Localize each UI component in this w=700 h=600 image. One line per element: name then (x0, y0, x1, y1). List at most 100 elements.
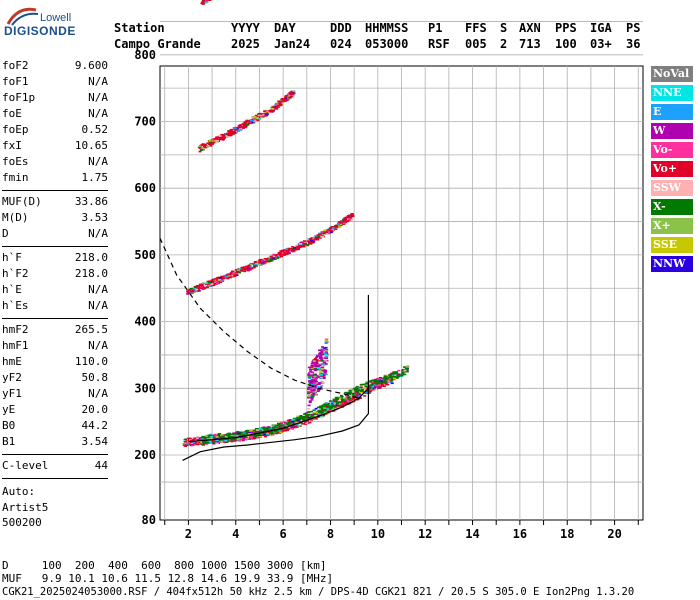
echo-mark-spread-F (319, 374, 323, 376)
echo-mark-3-hop (220, 137, 224, 140)
echo-mark-x-trace (242, 433, 246, 435)
legend-label: W (653, 124, 666, 137)
echo-mark-spread-F (323, 371, 327, 374)
echo-mark-2-hop (307, 242, 311, 245)
echo-mark-spread-F (321, 360, 325, 363)
echo-mark-x-trace (386, 380, 390, 382)
echo-mark-4-hop (200, 1, 204, 4)
echo-mark-2-hop (325, 230, 329, 232)
echo-mark-x-trace (379, 382, 383, 384)
autoscale-program: Artist5 (2, 501, 49, 514)
legend-item-e: E (651, 104, 693, 120)
echo-mark-3-hop (269, 109, 273, 112)
echo-mark-x-trace (225, 434, 229, 436)
param-row-fmin: fmin 1.75 (2, 171, 108, 187)
header-label-p1: P1 (428, 21, 443, 35)
echo-mark-x-trace (297, 420, 301, 422)
logo-arc-icon (6, 7, 39, 26)
echo-mark-x-trace (355, 390, 359, 393)
echo-mark-2-hop (240, 266, 244, 269)
echo-mark-o-trace (278, 432, 282, 434)
echo-mark-2-hop (238, 271, 242, 274)
param-value: 50.8 (81, 371, 109, 384)
echo-mark-o-trace (196, 442, 200, 445)
echo-mark-spread-F (318, 360, 322, 362)
echo-mark-x-trace (344, 391, 348, 394)
echo-mark-spread-F (310, 371, 314, 374)
echo-mark-x-trace (280, 426, 284, 428)
echo-mark-spread-F (310, 375, 314, 377)
echo-mark-spread-F (312, 365, 316, 367)
echo-mark-2-hop (191, 289, 195, 292)
echo-mark-2-hop (302, 240, 306, 242)
echo-mark-spread-F (324, 346, 328, 349)
echo-mark-2-hop (252, 263, 256, 265)
echo-mark-x-trace (351, 388, 355, 391)
echo-mark-2-hop (282, 251, 286, 254)
echo-mark-x-trace (307, 413, 311, 416)
echo-mark-2-hop (278, 253, 282, 255)
echo-mark-x-trace (250, 430, 254, 432)
echo-mark-2-hop (342, 222, 346, 225)
echo-mark-3-hop (292, 90, 296, 92)
echo-mark-3-hop (216, 138, 220, 141)
echo-mark-2-hop (286, 251, 290, 253)
echo-mark-2-hop (338, 225, 342, 228)
echo-mark-3-hop (258, 118, 262, 120)
echo-mark-o-trace (288, 427, 292, 430)
echo-mark-2-hop (196, 286, 200, 288)
echo-mark-o-trace (194, 437, 198, 440)
param-value: N/A (88, 75, 108, 88)
echo-mark-x-trace (299, 415, 303, 417)
header-label-iga: IGA (590, 21, 612, 35)
param-row-foes: foEs N/A (2, 155, 108, 171)
echo-mark-x-trace (368, 382, 372, 385)
echo-mark-o-trace (241, 439, 245, 442)
echo-mark-spread-F (324, 373, 328, 376)
echo-mark-x-trace (255, 429, 259, 431)
echo-mark-o-trace (358, 394, 362, 396)
echo-mark-spread-F (316, 385, 320, 388)
echo-mark-3-hop (271, 110, 275, 112)
echo-mark-x-trace (253, 429, 257, 432)
echo-mark-3-hop (242, 122, 246, 125)
echo-mark-o-trace (371, 388, 375, 391)
echo-mark-o-trace (293, 426, 297, 429)
echo-mark-spread-F (314, 377, 318, 380)
param-row-fof1p: foF1p N/A (2, 91, 108, 107)
header-value-ddd: 024 (330, 37, 352, 51)
param-separator (2, 478, 108, 479)
param-row-mufd: MUF(D) 33.86 (2, 195, 108, 211)
echo-mark-2-hop (272, 253, 276, 256)
echo-mark-o-trace (308, 421, 312, 424)
echo-mark-x-trace (230, 439, 234, 441)
echo-mark-3-hop (211, 138, 215, 141)
echo-mark-3-hop (215, 137, 219, 139)
param-name: B1 (2, 435, 16, 448)
param-row-b0: B0 44.2 (2, 419, 108, 435)
echo-mark-x-trace (317, 412, 321, 415)
echo-mark-2-hop (227, 275, 231, 277)
echo-mark-x-trace (328, 400, 332, 402)
echo-mark-spread-F (309, 388, 313, 391)
echo-mark-o-trace (340, 403, 344, 406)
echo-mark-3-hop (237, 126, 241, 129)
echo-mark-spread-F (318, 369, 322, 372)
echo-mark-x-trace (257, 434, 261, 437)
param-value: N/A (88, 339, 108, 352)
param-name: yF1 (2, 387, 22, 400)
echo-mark-o-trace (324, 411, 328, 414)
echo-mark-x-trace (359, 390, 363, 392)
echo-mark-o-trace (368, 390, 372, 393)
header-label-s: S (500, 21, 508, 35)
echo-mark-2-hop (323, 229, 327, 232)
echo-mark-x-trace (219, 434, 223, 437)
echo-mark-x-trace (212, 441, 216, 443)
echo-mark-x-trace (320, 411, 324, 414)
echo-mark-x-trace (217, 433, 221, 435)
echo-mark-2-hop (216, 278, 220, 280)
echo-mark-3-hop (283, 99, 287, 101)
echo-mark-2-hop (314, 235, 318, 237)
echo-mark-2-hop (320, 233, 324, 236)
echo-mark-x-trace (270, 428, 274, 431)
